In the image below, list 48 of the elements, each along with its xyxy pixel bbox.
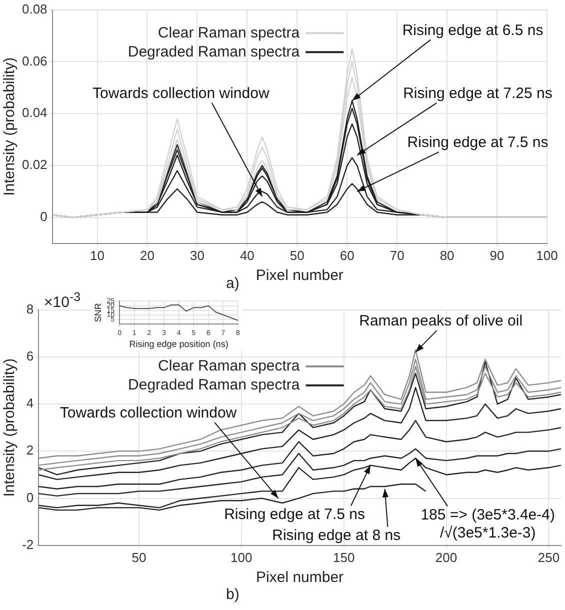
annotation: Rising edge at 7.25 ns (403, 85, 552, 102)
annotation: Raman peaks of olive oil (359, 312, 523, 330)
x-tick-label: 100 (230, 550, 252, 565)
legend-label: Clear Raman spectra (158, 357, 300, 374)
y-axis-title: SNR (92, 302, 103, 322)
annotation: Rising edge at 6.5 ns (402, 22, 544, 39)
y-tick-label: 0.08 (22, 1, 48, 16)
y-axis-title: Intensity (probability) (1, 57, 18, 196)
x-tick-label: 40 (240, 248, 254, 263)
x-tick-label: 150 (332, 550, 355, 565)
x-tick-label: 50 (132, 550, 146, 565)
x-tick-label: 50 (290, 248, 304, 263)
annotation: Towards collection window (92, 85, 270, 102)
y-tick-label: 0.04 (22, 105, 48, 120)
x-tick-label: 70 (390, 248, 404, 263)
x-tick-label: 250 (538, 550, 560, 565)
y-axis-title: Intensity (probability) (1, 358, 18, 497)
legend-label: Degraded Raman spectra (128, 376, 300, 394)
y-tick-label: 4 (26, 396, 34, 411)
y-tick-label: 0.06 (22, 53, 48, 68)
x-tick-label: 10 (90, 248, 105, 263)
x-axis-title: Pixel number (256, 569, 344, 586)
text: a) (226, 275, 240, 292)
text: b) (226, 586, 240, 603)
legend-label: Clear Raman spectra (158, 24, 300, 42)
annotation: Rising edge at 7.5 ns (407, 134, 548, 152)
x-tick-label: 20 (140, 248, 154, 263)
y-tick-label: -2 (22, 536, 34, 552)
x-tick-label: 80 (440, 248, 454, 263)
x-tick-label: 90 (490, 248, 504, 263)
y-tick-label: 0 (26, 490, 34, 505)
y-tick-label: 6 (26, 348, 34, 364)
x-tick-label: 100 (536, 248, 558, 263)
y-tick-label: 0 (40, 209, 48, 224)
x-axis-title: Pixel number (256, 267, 344, 284)
y-tick-label: 2 (26, 442, 34, 458)
x-tick-label: 30 (190, 248, 204, 263)
y-tick-label: 8 (26, 301, 34, 316)
x-tick-label: 200 (435, 550, 458, 565)
x-tick-label: 60 (340, 248, 354, 263)
legend-label: Degraded Raman spectra (128, 43, 300, 60)
annotation: 185 => (3e5*3.4e-4)/√(3e5*1.3e-3) (420, 506, 555, 542)
y-tick-label: 0.02 (22, 157, 48, 172)
annotation: Rising edge at 7.5 ns (224, 506, 366, 523)
x-axis-title: Rising edge position (ns) (129, 339, 228, 350)
annotation: Towards collection window (60, 404, 237, 422)
annotation: ×10$^{-3}$ (44, 290, 81, 311)
annotation: Rising edge at 8 ns (272, 527, 401, 544)
